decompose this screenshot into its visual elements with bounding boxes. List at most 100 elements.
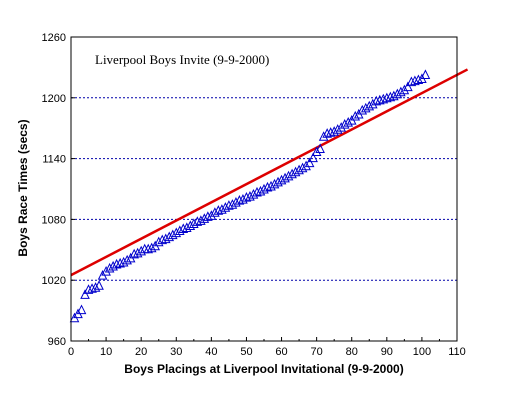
y-tick-label: 1020	[42, 275, 66, 287]
x-axis-ticks: 0 10 20 30 40 50 60 70 80 90 100 110	[68, 337, 466, 358]
data-point	[385, 91, 396, 102]
data-point	[382, 92, 392, 103]
data-point	[115, 257, 125, 268]
data-point	[403, 81, 413, 92]
data-point	[87, 283, 97, 293]
data-point	[234, 195, 245, 205]
data-point	[224, 200, 234, 210]
x-axis-label: Boys Placings at Liverpool Invitational …	[124, 362, 403, 376]
data-point	[245, 190, 255, 201]
data-point	[287, 168, 297, 179]
data-point	[94, 280, 104, 290]
data-point	[101, 265, 111, 276]
data-point	[357, 104, 368, 115]
data-point	[174, 225, 185, 236]
x-tick-label: 60	[275, 346, 287, 358]
chart-annotation: Liverpool Boys Invite (9-9-2000)	[95, 52, 269, 67]
data-point	[378, 93, 389, 104]
data-point	[315, 143, 325, 153]
data-point	[90, 282, 101, 292]
data-point	[389, 90, 399, 101]
data-point	[252, 186, 262, 197]
x-tick-label: 50	[240, 346, 252, 358]
data-point	[374, 94, 385, 105]
data-point	[132, 247, 143, 258]
data-point	[410, 75, 420, 86]
data-point	[160, 233, 171, 244]
x-tick-label: 90	[381, 346, 393, 358]
data-point	[311, 146, 322, 157]
y-tick-label: 960	[48, 336, 66, 348]
data-point	[255, 185, 266, 196]
x-tick-label: 80	[346, 346, 358, 358]
x-tick-label: 30	[170, 346, 182, 358]
data-point	[392, 88, 403, 99]
data-point	[241, 191, 252, 202]
data-point	[283, 170, 294, 181]
data-point	[297, 162, 308, 173]
regression-line	[70, 68, 469, 277]
data-point	[262, 181, 273, 192]
data-point	[294, 164, 304, 175]
data-point	[231, 197, 241, 207]
data-point	[318, 131, 329, 141]
data-point	[396, 86, 406, 97]
data-point	[153, 236, 164, 247]
x-tick-label: 100	[413, 346, 431, 358]
data-point	[290, 166, 301, 177]
y-axis-ticks: 960 1020 1080 1140 1200 1260	[42, 32, 75, 348]
data-point	[217, 204, 227, 214]
data-point	[304, 157, 315, 168]
data-point	[238, 194, 248, 204]
data-point	[122, 254, 132, 265]
data-point	[325, 127, 336, 137]
data-point	[189, 218, 199, 228]
data-point	[350, 110, 361, 121]
x-tick-label: 10	[100, 346, 112, 358]
data-point	[371, 95, 382, 106]
data-point	[399, 84, 410, 95]
data-point	[336, 122, 347, 132]
x-tick-label: 70	[311, 346, 323, 358]
data-point	[83, 284, 94, 294]
data-point	[111, 258, 122, 269]
y-tick-label: 1140	[42, 154, 66, 166]
data-point	[196, 215, 206, 225]
data-point	[308, 152, 318, 163]
y-axis-label: Boys Race Times (secs)	[16, 119, 30, 256]
data-point	[136, 245, 146, 256]
data-point	[406, 76, 417, 87]
data-point	[280, 172, 290, 183]
data-point	[129, 248, 139, 259]
y-tick-label: 1080	[42, 214, 66, 226]
data-point	[210, 207, 220, 217]
data-point	[248, 188, 259, 199]
data-point	[269, 178, 280, 189]
data-point	[227, 199, 238, 209]
data-point	[339, 119, 350, 129]
data-point	[360, 102, 371, 113]
y-tick-label: 1200	[42, 93, 66, 105]
data-point	[181, 222, 192, 233]
data-point	[146, 242, 157, 253]
x-tick-label: 40	[205, 346, 217, 358]
data-point	[157, 234, 168, 245]
data-point	[343, 117, 354, 127]
y-tick-label: 1260	[42, 32, 66, 44]
x-tick-label: 0	[68, 346, 74, 358]
x-tick-label: 20	[135, 346, 147, 358]
data-point	[322, 128, 332, 138]
data-point	[367, 98, 378, 109]
data-point	[143, 243, 154, 254]
data-point	[118, 256, 129, 267]
data-point	[413, 74, 424, 85]
data-point	[259, 183, 269, 194]
data-point	[192, 216, 203, 226]
data-point	[332, 124, 343, 134]
data-point	[76, 304, 87, 315]
data-point	[108, 260, 118, 271]
data-point	[220, 202, 231, 212]
data-point	[329, 126, 339, 136]
data-point	[164, 231, 175, 242]
